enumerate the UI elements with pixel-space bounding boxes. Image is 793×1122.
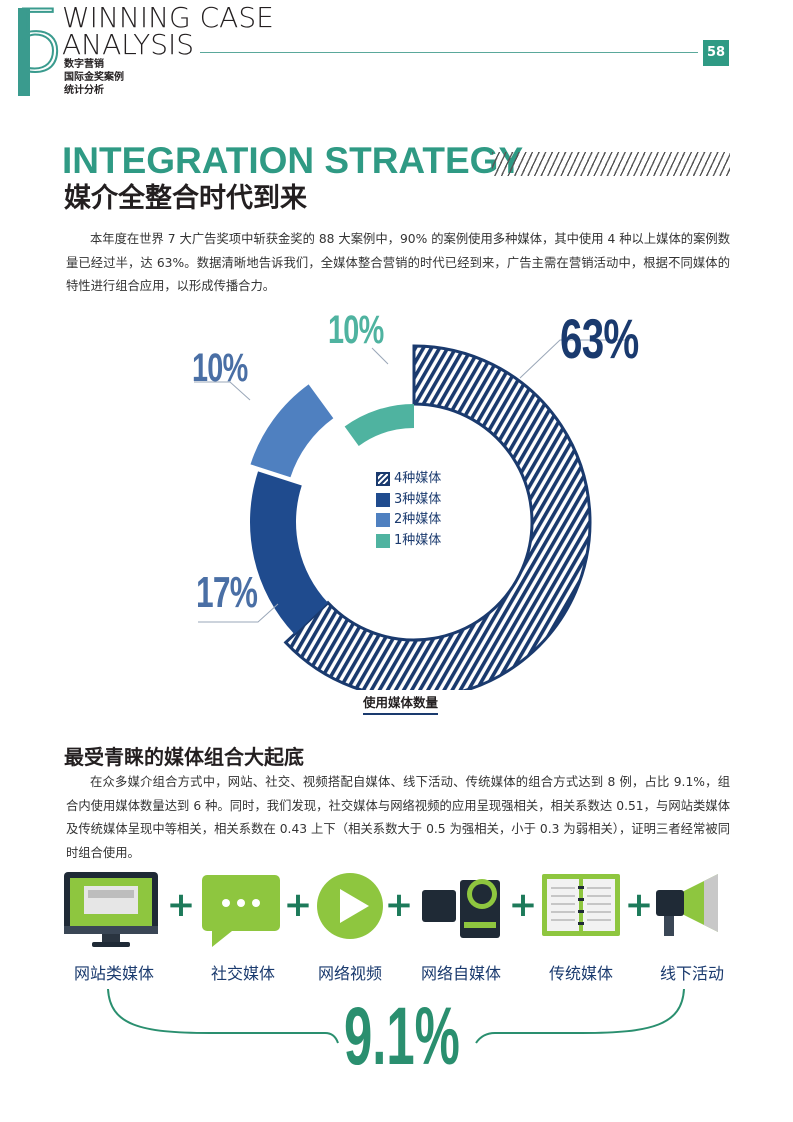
slice-label-3: 17% (196, 568, 258, 617)
legend-label: 1种媒体 (394, 532, 442, 548)
combo-label-offline: 线下活动 (659, 964, 724, 983)
combo-bracket (107, 988, 685, 1044)
chat-bubble-icon (202, 875, 282, 951)
leader-line (519, 339, 630, 379)
leader-line (371, 347, 389, 365)
plus-sign: + (508, 885, 538, 925)
legend-label: 2种媒体 (394, 512, 442, 527)
combo-label-social: 社交媒体 (210, 964, 275, 983)
chapter-accent-bar (18, 8, 30, 96)
decorative-hatch (492, 152, 730, 176)
combo-label-website: 网站类媒体 (73, 964, 154, 983)
video-camera-icon (422, 872, 502, 944)
legend-item: 4种媒体 (376, 469, 441, 490)
section2-paragraph: 在众多媒介组合方式中，网站、社交、视频搭配自媒体、线下活动、传统媒体的组合方式达… (66, 775, 730, 860)
legend-item: 3种媒体 (376, 490, 441, 511)
combo-label-self-media: 网络自媒体 (420, 964, 501, 983)
combo-label-video: 网络视频 (317, 964, 382, 983)
plus-sign: + (624, 885, 654, 925)
legend-swatch (376, 513, 390, 528)
header-rule (200, 52, 698, 53)
monitor-icon (64, 872, 160, 952)
legend-swatch (376, 492, 390, 507)
leader-line (194, 381, 251, 401)
header-subtitle: 数字营销 国际金奖案例 统计分析 (64, 58, 124, 97)
section2-title: 最受青睐的媒体组合大起底 (64, 745, 304, 769)
header-title: WINNING CASE ANALYSIS (62, 1, 274, 61)
chart-legend: 4种媒体 3种媒体 2种媒体 1种媒体 (376, 469, 441, 551)
megaphone-icon (656, 870, 726, 944)
legend-label: 4种媒体 (394, 471, 442, 486)
leader-line (198, 603, 279, 623)
notebook-icon (542, 874, 620, 940)
header-title-line1: WINNING CASE (62, 1, 274, 34)
play-icon (316, 872, 384, 944)
media-count-donut-chart (194, 339, 630, 690)
header-subtitle-line: 数字营销 (64, 59, 104, 70)
legend-label: 3种媒体 (394, 491, 442, 507)
header-subtitle-line: 国际金奖案例 (64, 72, 124, 83)
plus-sign: + (384, 885, 414, 925)
header-title-line2: ANALYSIS (62, 28, 195, 61)
chart-x-label: 使用媒体数量 (363, 692, 439, 715)
header-subtitle-line: 统计分析 (64, 85, 104, 96)
combo-share: 9.1% (344, 991, 460, 1082)
page-number: 58 (703, 40, 729, 66)
slice-label-4: 63% (560, 307, 639, 370)
intro-paragraph: 本年度在世界 7 大广告奖项中斩获金奖的 88 大案例中，90% 的案例使用多种… (66, 232, 730, 293)
section-title-en: INTEGRATION STRATEGY (62, 140, 524, 181)
legend-item: 1种媒体 (376, 531, 441, 552)
slice-3-media (250, 471, 328, 635)
slice-1-media (344, 404, 414, 446)
plus-sign: + (166, 885, 196, 925)
slice-4-media (283, 344, 592, 690)
legend-swatch (376, 472, 390, 487)
slice-label-1: 10% (328, 308, 384, 352)
plus-sign: + (283, 885, 313, 925)
slice-label-2: 10% (192, 346, 248, 390)
slice-2-media (250, 384, 334, 478)
chapter-number: 5 (11, 0, 68, 93)
combo-label-traditional: 传统媒体 (548, 964, 613, 983)
legend-item: 2种媒体 (376, 510, 441, 531)
section-title-cn: 媒介全整合时代到来 (64, 183, 307, 214)
legend-swatch (376, 533, 390, 548)
